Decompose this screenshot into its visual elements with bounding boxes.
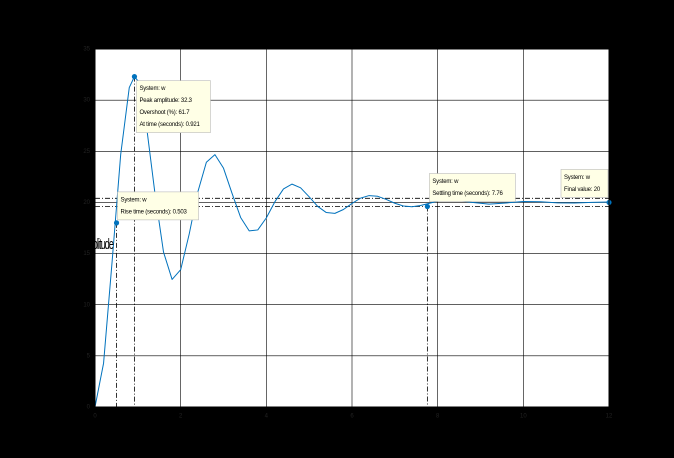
x-tick-label: 12 [606,414,613,420]
datatip-text: At time (seconds): 0.921 [139,122,200,128]
datatip-text: Final value: 20 [564,187,601,193]
y-tick-label: 10 [83,302,90,308]
datatip-text: System: w [432,179,459,185]
x-tick-label: 10 [520,414,527,420]
datatip-box [560,169,609,198]
datatip-box [429,173,516,202]
datatip-text: System: w [564,175,591,181]
datatip-text: System: w [121,197,148,203]
axes-box [94,48,610,408]
x-tick-label: 6 [350,414,354,420]
x-tick-label: 4 [265,414,269,420]
y-tick-label: 35 [83,47,90,53]
datatip-text: Overshoot (%): 61.7 [139,110,190,116]
y-tick-label: 30 [83,98,90,104]
y-tick-label: 15 [83,251,90,257]
datatip-text: Peak amplitude: 32.3 [139,98,192,104]
datatip-text: System: w [139,86,166,92]
x-tick-label: 0 [93,414,97,420]
datatip-marker [131,74,138,80]
y-tick-label: 0 [87,405,91,411]
datatip-marker [424,203,430,210]
datatip-text: Rise time (seconds): 0.503 [121,209,188,215]
y-tick-label: 5 [87,353,91,359]
datatip-box [136,80,211,133]
datatip-marker [113,220,120,226]
y-tick-label: 20 [83,200,90,206]
datatip-box [117,191,199,221]
y-tick-label: 25 [83,149,90,155]
x-tick-label: 8 [436,414,440,420]
x-tick-label: 2 [179,414,183,420]
datatip-text: Settling time (seconds): 7.76 [432,191,503,197]
y-axis-label: Amplitude [81,236,114,253]
